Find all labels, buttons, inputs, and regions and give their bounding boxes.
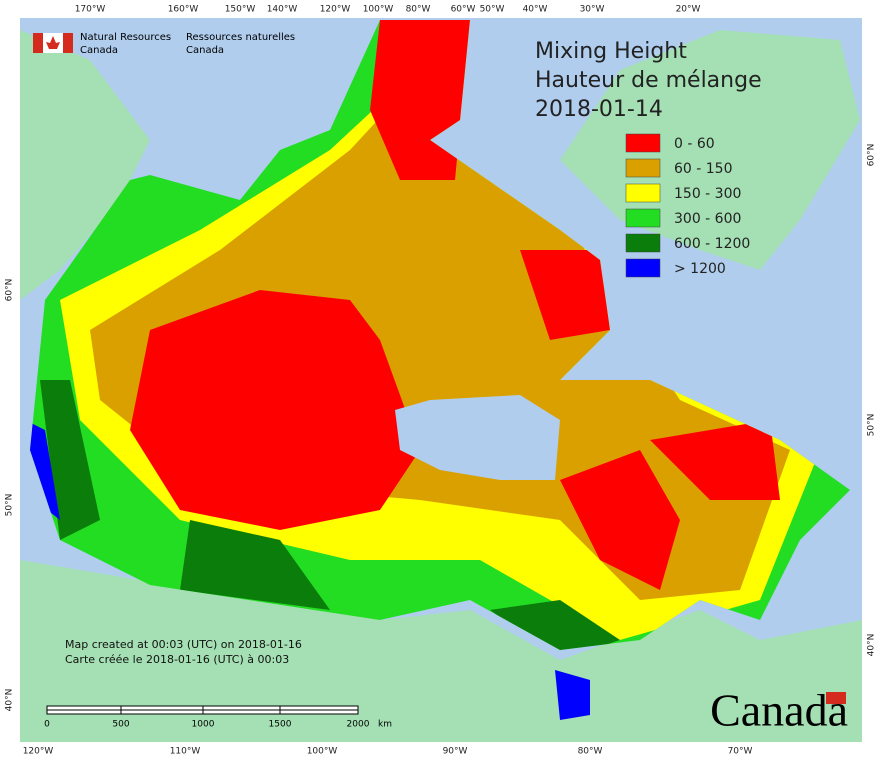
footer-note: Map created at 00:03 (UTC) on 2018-01-16 (65, 638, 302, 651)
title: Hauteur de mélange (535, 68, 762, 93)
scale-bar: 0 500 1000 1500 2000 km (44, 705, 392, 730)
scale-segment (279, 709, 359, 715)
legend-swatch (625, 258, 661, 278)
title: Mixing Height (535, 39, 687, 64)
scale-segment (202, 709, 281, 715)
longitude-label: 30°W (580, 5, 605, 15)
legend-label: > 1200 (674, 261, 726, 277)
legend-label: 0 - 60 (674, 136, 715, 152)
agency-fr: Canada (186, 45, 224, 56)
longitude-label: 150°W (225, 5, 256, 15)
legend: 0 - 60 60 - 150 150 - 300 300 - 600 600 - 12… (625, 133, 750, 278)
longitude-label: 20°W (676, 5, 701, 15)
usa (20, 560, 862, 742)
wordmark: Canada (710, 685, 848, 736)
scale-label: 2000 (347, 720, 370, 730)
longitude-label: 60°W (451, 5, 476, 15)
legend-swatch (625, 133, 661, 153)
latitude-label: 40°N (5, 689, 15, 712)
hudson-bay (395, 395, 560, 480)
zone-0-60-baffin (520, 250, 610, 340)
zone-gt-1200-lakes (555, 670, 590, 720)
maple-leaf (46, 36, 60, 49)
scale-unit: km (378, 720, 392, 730)
longitude-label: 170°W (75, 5, 106, 15)
scale-label: 1500 (269, 720, 292, 730)
legend-label: 600 - 1200 (674, 236, 750, 252)
legend-swatch (625, 208, 661, 228)
flag-bar (33, 33, 43, 53)
scale-segment (279, 705, 359, 711)
scale-segment (120, 709, 204, 715)
longitude-label: 110°W (170, 747, 201, 757)
longitude-label: 140°W (267, 5, 298, 15)
longitude-label: 40°W (523, 5, 548, 15)
zone-gt-1200-coast (30, 420, 60, 520)
latitude-label: 50°N (5, 494, 15, 517)
legend-label: 60 - 150 (674, 161, 733, 177)
longitude-label: 90°W (443, 747, 468, 757)
scale-label: 1000 (192, 720, 215, 730)
longitude-label: 100°W (363, 5, 394, 15)
zone-600-1200-prairie (180, 520, 330, 610)
agency-fr: Ressources naturelles (186, 32, 295, 43)
alaska (20, 30, 150, 300)
scale-label: 0 (44, 720, 50, 730)
flag-bar (63, 33, 73, 53)
scale-segment (46, 705, 122, 711)
longitude-label: 80°W (406, 5, 431, 15)
longitude-label: 120°W (320, 5, 351, 15)
scale-segment (46, 709, 122, 715)
zone-600-1200-ontario (490, 600, 620, 650)
agency-en: Canada (80, 45, 118, 56)
longitude-label: 70°W (728, 747, 753, 757)
latitude-label: 40°N (867, 634, 877, 657)
legend-label: 300 - 600 (674, 211, 741, 227)
legend-label: 150 - 300 (674, 186, 741, 202)
footer-note: Carte créée le 2018-01-16 (UTC) à 00:03 (65, 653, 289, 666)
longitude-label: 50°W (480, 5, 505, 15)
zone-0-60-quebec (560, 450, 680, 590)
zone-0-60-west (130, 290, 420, 530)
scale-segment (120, 705, 204, 711)
scale-label: 500 (112, 720, 129, 730)
longitude-label: 80°W (578, 747, 603, 757)
legend-swatch (625, 158, 661, 178)
graticule-labels: 170°W 160°W 150°W 140°W 120°W 100°W 80°W 60°W 50… (5, 5, 877, 757)
longitude-label: 120°W (23, 747, 54, 757)
longitude-label: 160°W (168, 5, 199, 15)
latitude-label: 60°N (867, 144, 877, 167)
agency-signature: Natural Resources Canada Ressources natu… (33, 32, 295, 56)
scale-segment (202, 705, 281, 711)
longitude-label: 100°W (307, 747, 338, 757)
legend-swatch (625, 233, 661, 253)
zone-0-60-labrador (650, 420, 780, 500)
latitude-label: 60°N (5, 279, 15, 302)
legend-swatch (625, 183, 661, 203)
agency-en: Natural Resources (80, 32, 171, 43)
title-date: 2018-01-14 (535, 97, 663, 122)
wordmark-flag (826, 692, 846, 704)
latitude-label: 50°N (867, 414, 877, 437)
